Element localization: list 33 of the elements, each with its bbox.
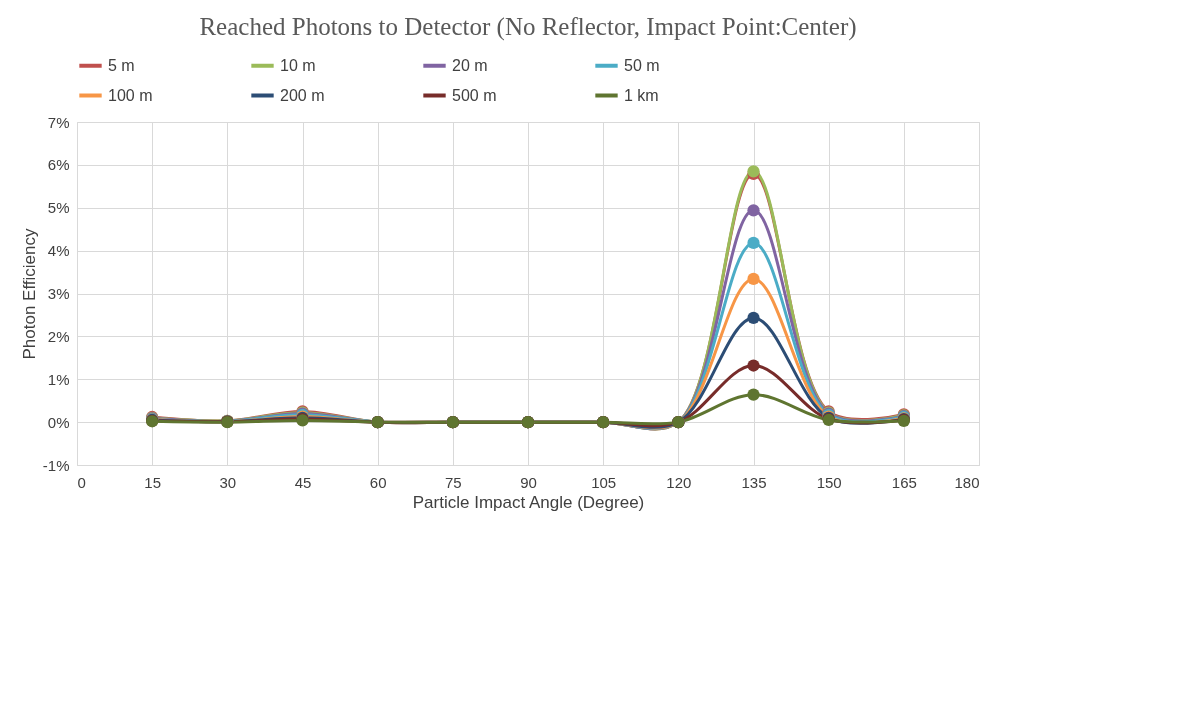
legend-label: 200 m [280, 86, 325, 104]
y-tick-label: 7% [47, 113, 70, 131]
x-tick-label: 120 [666, 473, 692, 491]
x-tick-label: 75 [444, 473, 462, 491]
y-tick-label: 5% [47, 199, 70, 217]
x-tick-label: 0 [77, 473, 86, 491]
x-tick-label: 45 [294, 473, 312, 491]
y-tick-label: 3% [47, 285, 70, 302]
x-tick-label: 150 [816, 473, 842, 491]
x-tick-label: 60 [369, 473, 387, 491]
y-tick-label: 6% [47, 156, 70, 174]
x-tick-label: 105 [591, 473, 617, 491]
legend-label: 50 m [624, 56, 660, 74]
y-axis-title: Photon Efficiency [19, 227, 39, 360]
x-tick-label: 180 [954, 473, 980, 491]
x-tick-label: 15 [144, 473, 162, 491]
legend-label: 1 km [624, 86, 659, 104]
legend-label: 100 m [108, 86, 153, 104]
x-tick-label: 30 [219, 473, 237, 491]
legend-label: 10 m [280, 56, 316, 74]
x-axis-title: Particle Impact Angle (Degree) [412, 492, 645, 512]
y-tick-label: 2% [47, 327, 70, 345]
y-tick-label: 4% [47, 242, 70, 260]
x-tick-label: 90 [520, 473, 537, 491]
y-tick-label: 0% [47, 413, 70, 431]
legend-label: 5 m [108, 56, 135, 74]
y-tick-label: -1% [42, 456, 70, 474]
y-tick-label: 1% [47, 370, 70, 388]
legend-label: 20 m [452, 56, 488, 74]
chart-title: Reached Photons to Detector (No Reflector, Impact Point:Center) [199, 13, 857, 41]
legend-label: 500 m [452, 86, 497, 104]
x-tick-label: 135 [741, 473, 767, 491]
x-tick-label: 165 [891, 473, 917, 491]
